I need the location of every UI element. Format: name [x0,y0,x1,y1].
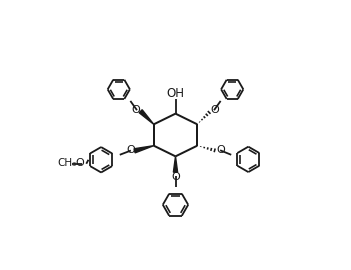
Text: O: O [216,145,225,155]
Text: O: O [126,145,135,155]
Polygon shape [139,110,154,124]
Polygon shape [173,156,178,172]
Polygon shape [134,146,154,153]
Text: O: O [171,172,180,182]
Text: O: O [211,105,219,115]
Text: O: O [132,105,140,115]
Text: CH₃: CH₃ [57,158,77,168]
Text: OH: OH [166,87,185,100]
Text: O: O [75,158,84,168]
